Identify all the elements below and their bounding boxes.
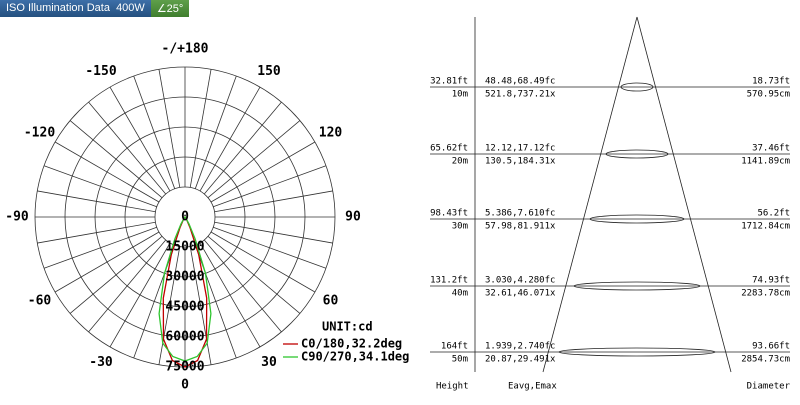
footer-height: Height	[436, 382, 469, 392]
diameter-ft: 37.46ft	[752, 144, 790, 154]
radius-label: 45000	[165, 300, 204, 315]
height-m: 10m	[452, 90, 468, 100]
height-ft: 65.62ft	[430, 144, 468, 154]
angle-label: -30	[89, 355, 113, 370]
height-m: 50m	[452, 355, 468, 365]
angle-label: -150	[85, 64, 116, 79]
radius-label: 30000	[165, 270, 204, 285]
angle-label: 30	[261, 355, 277, 370]
beam-ellipse	[573, 281, 701, 291]
radius-label: 60000	[165, 330, 204, 345]
height-m: 30m	[452, 222, 468, 232]
height-ft: 131.2ft	[430, 276, 468, 286]
height-ft: 32.81ft	[430, 77, 468, 87]
eavg-fc: 1.939,2.740fc	[485, 342, 555, 352]
legend-label: C90/270,34.1deg	[301, 350, 409, 364]
eavg-lx: 32.61,46.071x	[485, 289, 556, 299]
angle-label: -60	[28, 294, 52, 309]
diameter-cm: 2854.73cm	[741, 355, 790, 365]
power: 400W	[116, 2, 145, 14]
eavg-fc: 48.48,68.49fc	[485, 77, 555, 87]
height-m: 40m	[452, 289, 468, 299]
footer-eavg: Eavg,Emax	[508, 382, 557, 392]
beam-ellipse	[589, 214, 685, 224]
eavg-fc: 3.030,4.280fc	[485, 276, 555, 286]
diameter-ft: 18.73ft	[752, 77, 790, 87]
angle-label: 0	[181, 378, 189, 393]
angle-label: 60	[323, 294, 339, 309]
header: ISO Illumination Data 400W ∠25°	[0, 0, 190, 17]
eavg-lx: 57.98,81.911x	[485, 222, 556, 232]
header-title: ISO Illumination Data 400W	[0, 0, 151, 17]
diameter-cm: 2283.78cm	[741, 289, 790, 299]
diameter-ft: 56.2ft	[757, 209, 790, 219]
eavg-lx: 20.87,29.491x	[485, 355, 556, 365]
angle-label: -120	[24, 126, 55, 141]
diameter-cm: 1712.84cm	[741, 222, 790, 232]
angle-label: -/+180	[162, 42, 209, 57]
beam-ellipse	[605, 149, 669, 159]
ring	[94, 126, 276, 308]
radius-label: 75000	[165, 360, 204, 375]
angle-label: -90	[5, 210, 29, 225]
eavg-lx: 130.5,184.31x	[485, 157, 556, 167]
unit-label: UNIT:cd	[322, 320, 373, 334]
diameter-cm: 570.95cm	[747, 90, 790, 100]
ring	[64, 96, 306, 338]
eavg-fc: 5.386,7.610fc	[485, 209, 555, 219]
diameter-cm: 1141.89cm	[741, 157, 790, 167]
radius-label: 15000	[165, 240, 204, 255]
diameter-ft: 93.66ft	[752, 342, 790, 352]
beam-angle: ∠25°	[150, 0, 190, 17]
legend-label: C0/180,32.2deg	[301, 337, 402, 351]
footer-diameter: Diameter	[747, 382, 791, 392]
angle-label: 120	[319, 126, 343, 141]
diameter-ft: 74.93ft	[752, 276, 790, 286]
beam-ellipse	[620, 82, 654, 92]
ring	[124, 156, 246, 278]
eavg-lx: 521.8,737.21x	[485, 90, 556, 100]
eavg-fc: 12.12,17.12fc	[485, 144, 555, 154]
angle-label: 150	[257, 64, 281, 79]
intensity-curve	[158, 215, 212, 362]
ring	[154, 186, 216, 248]
beam-ellipse	[558, 347, 716, 357]
title: ISO Illumination Data	[6, 2, 110, 14]
cone-edge	[636, 16, 732, 373]
radius-label: 0	[181, 210, 189, 225]
height-m: 20m	[452, 157, 468, 167]
angle-label: 90	[345, 210, 361, 225]
height-ft: 164ft	[441, 342, 468, 352]
height-ft: 98.43ft	[430, 209, 468, 219]
cone-edge	[542, 16, 638, 373]
